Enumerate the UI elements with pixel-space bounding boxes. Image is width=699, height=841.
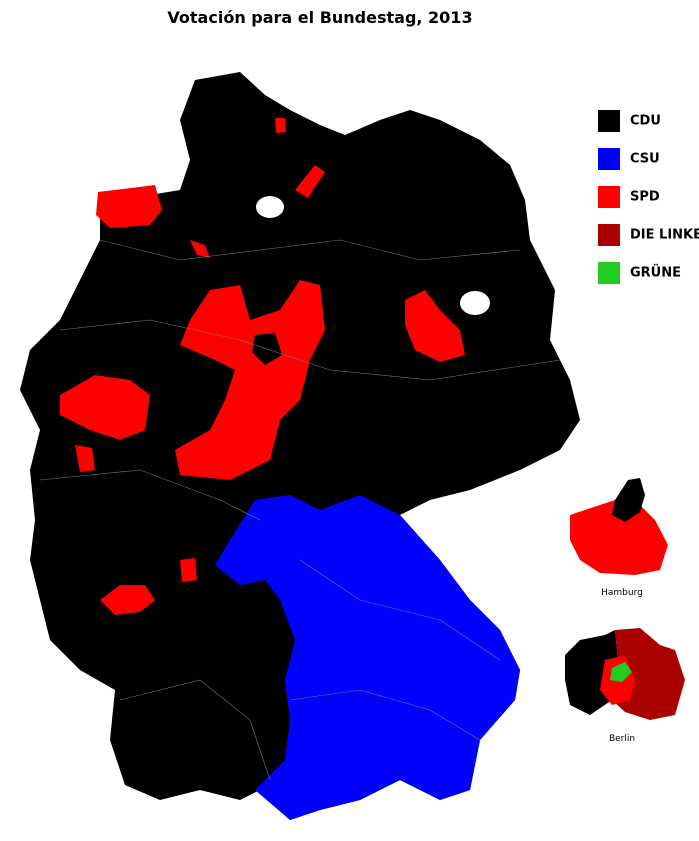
region-csu <box>215 495 520 820</box>
region-spd <box>60 375 150 440</box>
district-border <box>119 679 271 781</box>
region-spd <box>100 585 155 615</box>
region-spd <box>570 500 668 575</box>
legend-swatch <box>598 110 620 132</box>
legend-label: GRÜNE <box>630 265 681 281</box>
hamburg-inset: Hamburg <box>570 478 668 598</box>
district-border <box>299 559 501 661</box>
berlin-hole <box>460 291 490 315</box>
inset-label: Berlin <box>609 734 635 744</box>
inset-label: Hamburg <box>601 588 643 598</box>
district-border <box>39 469 261 521</box>
legend-label: SPD <box>630 190 660 205</box>
region-spd <box>96 185 162 228</box>
region-spd <box>180 558 197 582</box>
region-spd <box>295 165 325 198</box>
map-title: Votación para el Bundestag, 2013 <box>167 8 472 27</box>
legend-swatch <box>598 262 620 284</box>
district-border <box>289 689 481 741</box>
region-spd <box>175 280 325 480</box>
berlin-inset: Berlin <box>565 628 685 744</box>
legend: CDU CSU SPD DIE LINKE. GRÜNE <box>598 110 699 284</box>
region-spd <box>405 290 465 362</box>
region-cdu <box>612 478 645 522</box>
district-border <box>59 319 561 381</box>
region-spd <box>275 118 286 133</box>
region-spd <box>190 240 210 258</box>
legend-swatch <box>598 224 620 246</box>
legend-label: CSU <box>630 152 660 167</box>
germany-map <box>20 72 580 820</box>
legend-label: CDU <box>630 114 661 129</box>
hamburg-hole <box>256 196 284 218</box>
district-border <box>99 239 521 261</box>
legend-swatch <box>598 148 620 170</box>
region-spd <box>75 445 95 472</box>
legend-label: DIE LINKE. <box>630 228 699 243</box>
legend-swatch <box>598 186 620 208</box>
region-grune <box>610 662 632 682</box>
